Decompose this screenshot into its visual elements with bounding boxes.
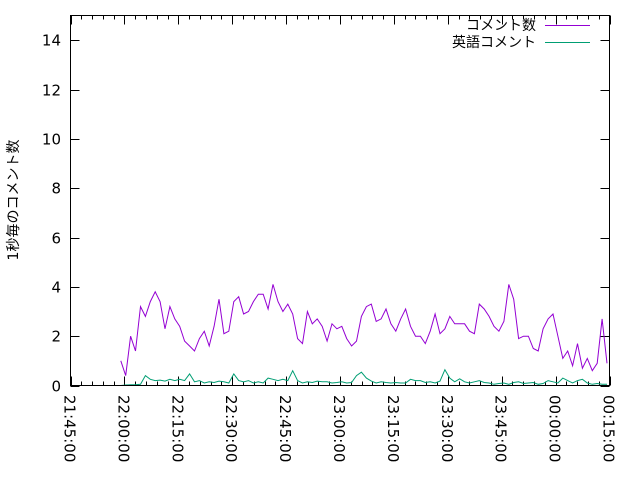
y-tick-label: 14 [42,32,61,50]
x-tick-label: 23:45:00 [492,395,510,462]
plot-frame [70,15,610,386]
y-tick-label: 4 [51,279,61,297]
series-line-english-comments [120,368,607,386]
legend-label: 英語コメント [452,34,536,51]
x-tick-labels: 21:45:00 22:00:00 22:15:00 22:30:00 22:45:00… [61,395,618,462]
x-tick-label: 22:00:00 [114,395,132,462]
axis-ticks [70,15,611,387]
x-tick-label: 23:00:00 [330,395,348,462]
y-axis-label: 1秒毎のコメント数 [6,140,22,261]
x-tick-label: 22:45:00 [276,395,294,462]
y-tick-label: 0 [51,378,61,396]
x-tick-label: 21:45:00 [61,395,79,462]
x-tick-label: 00:15:00 [600,395,618,462]
x-tick-label: 00:00:00 [546,395,564,462]
x-tick-label: 23:30:00 [438,395,456,462]
legend-label: コメント数 [466,18,536,34]
x-tick-label: 22:15:00 [168,395,186,462]
y-tick-label: 2 [51,328,61,346]
x-tick-label: 22:30:00 [222,395,240,462]
x-tick-label: 23:15:00 [384,395,402,462]
series-lines [120,284,608,386]
y-tick-label: 6 [51,230,61,248]
series-line-comments [120,284,608,376]
y-tick-label: 10 [42,131,61,149]
y-tick-labels: 0 2 4 6 8 10 12 14 [42,32,61,396]
y-tick-label: 8 [51,180,61,198]
y-tick-label: 12 [42,82,61,100]
